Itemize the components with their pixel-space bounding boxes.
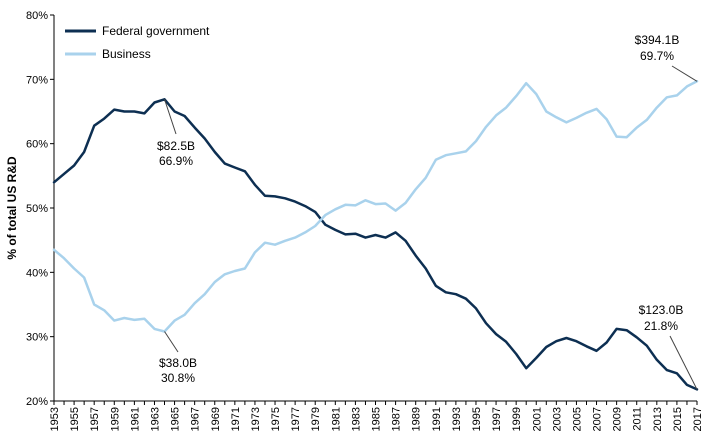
x-tick-label: 1993 [451, 407, 463, 431]
x-tick-label: 2003 [551, 407, 563, 431]
x-tick-label: 2007 [592, 407, 604, 431]
x-tick-label: 1987 [391, 407, 403, 431]
x-tick-label: 1963 [149, 407, 161, 431]
x-tick-label: 1983 [350, 407, 362, 431]
x-tick-label: 2005 [571, 407, 583, 431]
annotation-leader [164, 331, 179, 353]
annotation-leader [671, 65, 698, 82]
x-tick-label: 2001 [531, 407, 543, 431]
y-tick-label: 70% [26, 74, 48, 86]
x-tick-label: 1957 [89, 407, 101, 431]
annotation-leader [164, 99, 177, 135]
x-tick-label: 1973 [250, 407, 262, 431]
annotation-amount: $123.0B [639, 303, 684, 317]
x-tick-label: 1985 [371, 407, 383, 431]
y-tick-label: 40% [26, 267, 48, 279]
y-tick-label: 50% [26, 203, 48, 215]
x-tick-label: 2011 [632, 407, 644, 431]
y-axis-ticks: 20% 30% 40% 50% 60% 70% 80% [26, 10, 54, 408]
legend: Federal government Business [65, 24, 210, 61]
annotation-percent: 66.9% [159, 154, 193, 168]
x-tick-label: 2009 [612, 407, 624, 431]
x-tick-label: 1961 [129, 407, 141, 431]
series-line-business [52, 80, 699, 333]
x-tick-label: 1981 [330, 407, 342, 431]
x-tick-label: 1955 [69, 407, 81, 431]
x-tick-label: 1995 [471, 407, 483, 431]
series-lines [52, 80, 699, 391]
x-tick-label: 1977 [290, 407, 302, 431]
legend-label-federal: Federal government [102, 24, 210, 38]
x-tick-label: 1975 [270, 407, 282, 431]
annotation-leader [669, 335, 698, 390]
y-tick-label: 80% [26, 10, 48, 22]
y-axis-label: % of total US R&D [5, 156, 19, 260]
x-tick-label: 1965 [170, 407, 182, 431]
x-tick-label: 1969 [210, 407, 222, 431]
x-tick-label: 1997 [491, 407, 503, 431]
legend-label-business: Business [102, 47, 151, 61]
x-tick-label: 1989 [411, 407, 423, 431]
annotation-percent: 30.8% [161, 371, 195, 385]
annotation-amount: $394.1B [635, 33, 680, 47]
x-tick-label: 1991 [431, 407, 443, 431]
x-tick-label: 2015 [672, 407, 684, 431]
annotation-percent: 21.8% [644, 319, 678, 333]
annotation-percent: 69.7% [640, 49, 674, 63]
y-tick-label: 30% [26, 332, 48, 344]
x-tick-label: 2013 [652, 407, 664, 431]
annotation-amount: $38.0B [159, 356, 197, 370]
x-tick-label: 1971 [230, 407, 242, 431]
y-tick-label: 20% [26, 396, 48, 408]
axes [53, 15, 697, 402]
x-axis-ticks: 1953 1955 1957 1959 1961 1963 1965 1967 1969 1971… [49, 401, 704, 431]
x-tick-label: 1959 [109, 407, 121, 431]
x-tick-label: 1999 [511, 407, 523, 431]
x-tick-label: 1979 [310, 407, 322, 431]
annotation-amount: $82.5B [157, 139, 195, 153]
x-tick-label: 1953 [49, 407, 61, 431]
series-line-federal [52, 98, 699, 391]
x-tick-label: 1967 [190, 407, 202, 431]
x-tick-label: 2017 [692, 407, 704, 431]
y-tick-label: 60% [26, 139, 48, 151]
